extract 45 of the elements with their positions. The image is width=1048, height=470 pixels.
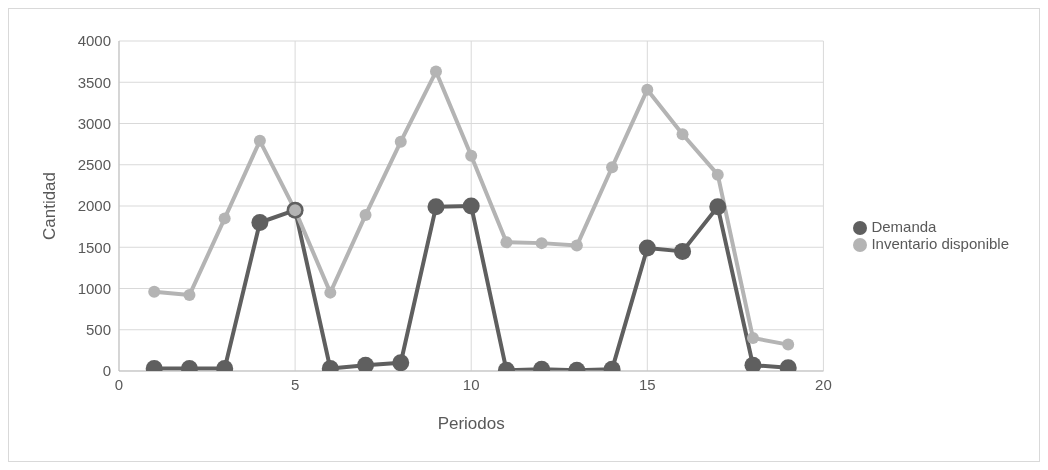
point bbox=[782, 338, 795, 351]
y-tick-label: 3000 bbox=[77, 114, 111, 132]
point bbox=[500, 236, 513, 249]
y-tick-label: 1500 bbox=[77, 238, 111, 256]
y-axis-title: Cantidad bbox=[40, 171, 60, 241]
point bbox=[324, 286, 337, 299]
point bbox=[218, 212, 231, 225]
point bbox=[535, 237, 548, 250]
point bbox=[570, 239, 583, 252]
point bbox=[359, 209, 372, 222]
point bbox=[641, 83, 654, 96]
x-tick-label: 0 bbox=[114, 375, 124, 393]
point bbox=[427, 198, 445, 216]
y-tick-label: 500 bbox=[85, 321, 111, 339]
x-tick-label: 20 bbox=[815, 375, 832, 393]
point bbox=[357, 356, 375, 371]
point bbox=[253, 134, 266, 147]
y-tick-label: 3500 bbox=[77, 73, 111, 91]
point bbox=[392, 354, 410, 371]
x-tick-label: 15 bbox=[638, 375, 656, 393]
y-tick-label: 2000 bbox=[77, 197, 111, 215]
legend-label: Inventario disponible bbox=[871, 235, 1009, 252]
y-tick-label: 1000 bbox=[77, 279, 111, 297]
point bbox=[465, 149, 478, 162]
y-tick-label: 4000 bbox=[77, 32, 111, 50]
point bbox=[638, 239, 656, 257]
legend-label: Demanda bbox=[871, 217, 937, 235]
point bbox=[429, 65, 442, 78]
point bbox=[676, 128, 689, 141]
y-tick-label: 0 bbox=[102, 362, 111, 380]
point bbox=[462, 197, 480, 215]
x-tick-label: 10 bbox=[462, 375, 480, 393]
y-tick-label: 2500 bbox=[77, 156, 111, 174]
x-axis-title: Periodos bbox=[437, 414, 505, 433]
point bbox=[711, 168, 724, 181]
x-tick-label: 5 bbox=[290, 375, 300, 393]
point bbox=[394, 135, 407, 148]
point bbox=[251, 214, 269, 231]
point bbox=[183, 289, 196, 302]
point bbox=[148, 285, 161, 298]
point bbox=[746, 332, 759, 344]
point bbox=[674, 242, 692, 260]
point bbox=[606, 161, 619, 174]
point bbox=[744, 356, 762, 371]
point bbox=[709, 198, 727, 216]
